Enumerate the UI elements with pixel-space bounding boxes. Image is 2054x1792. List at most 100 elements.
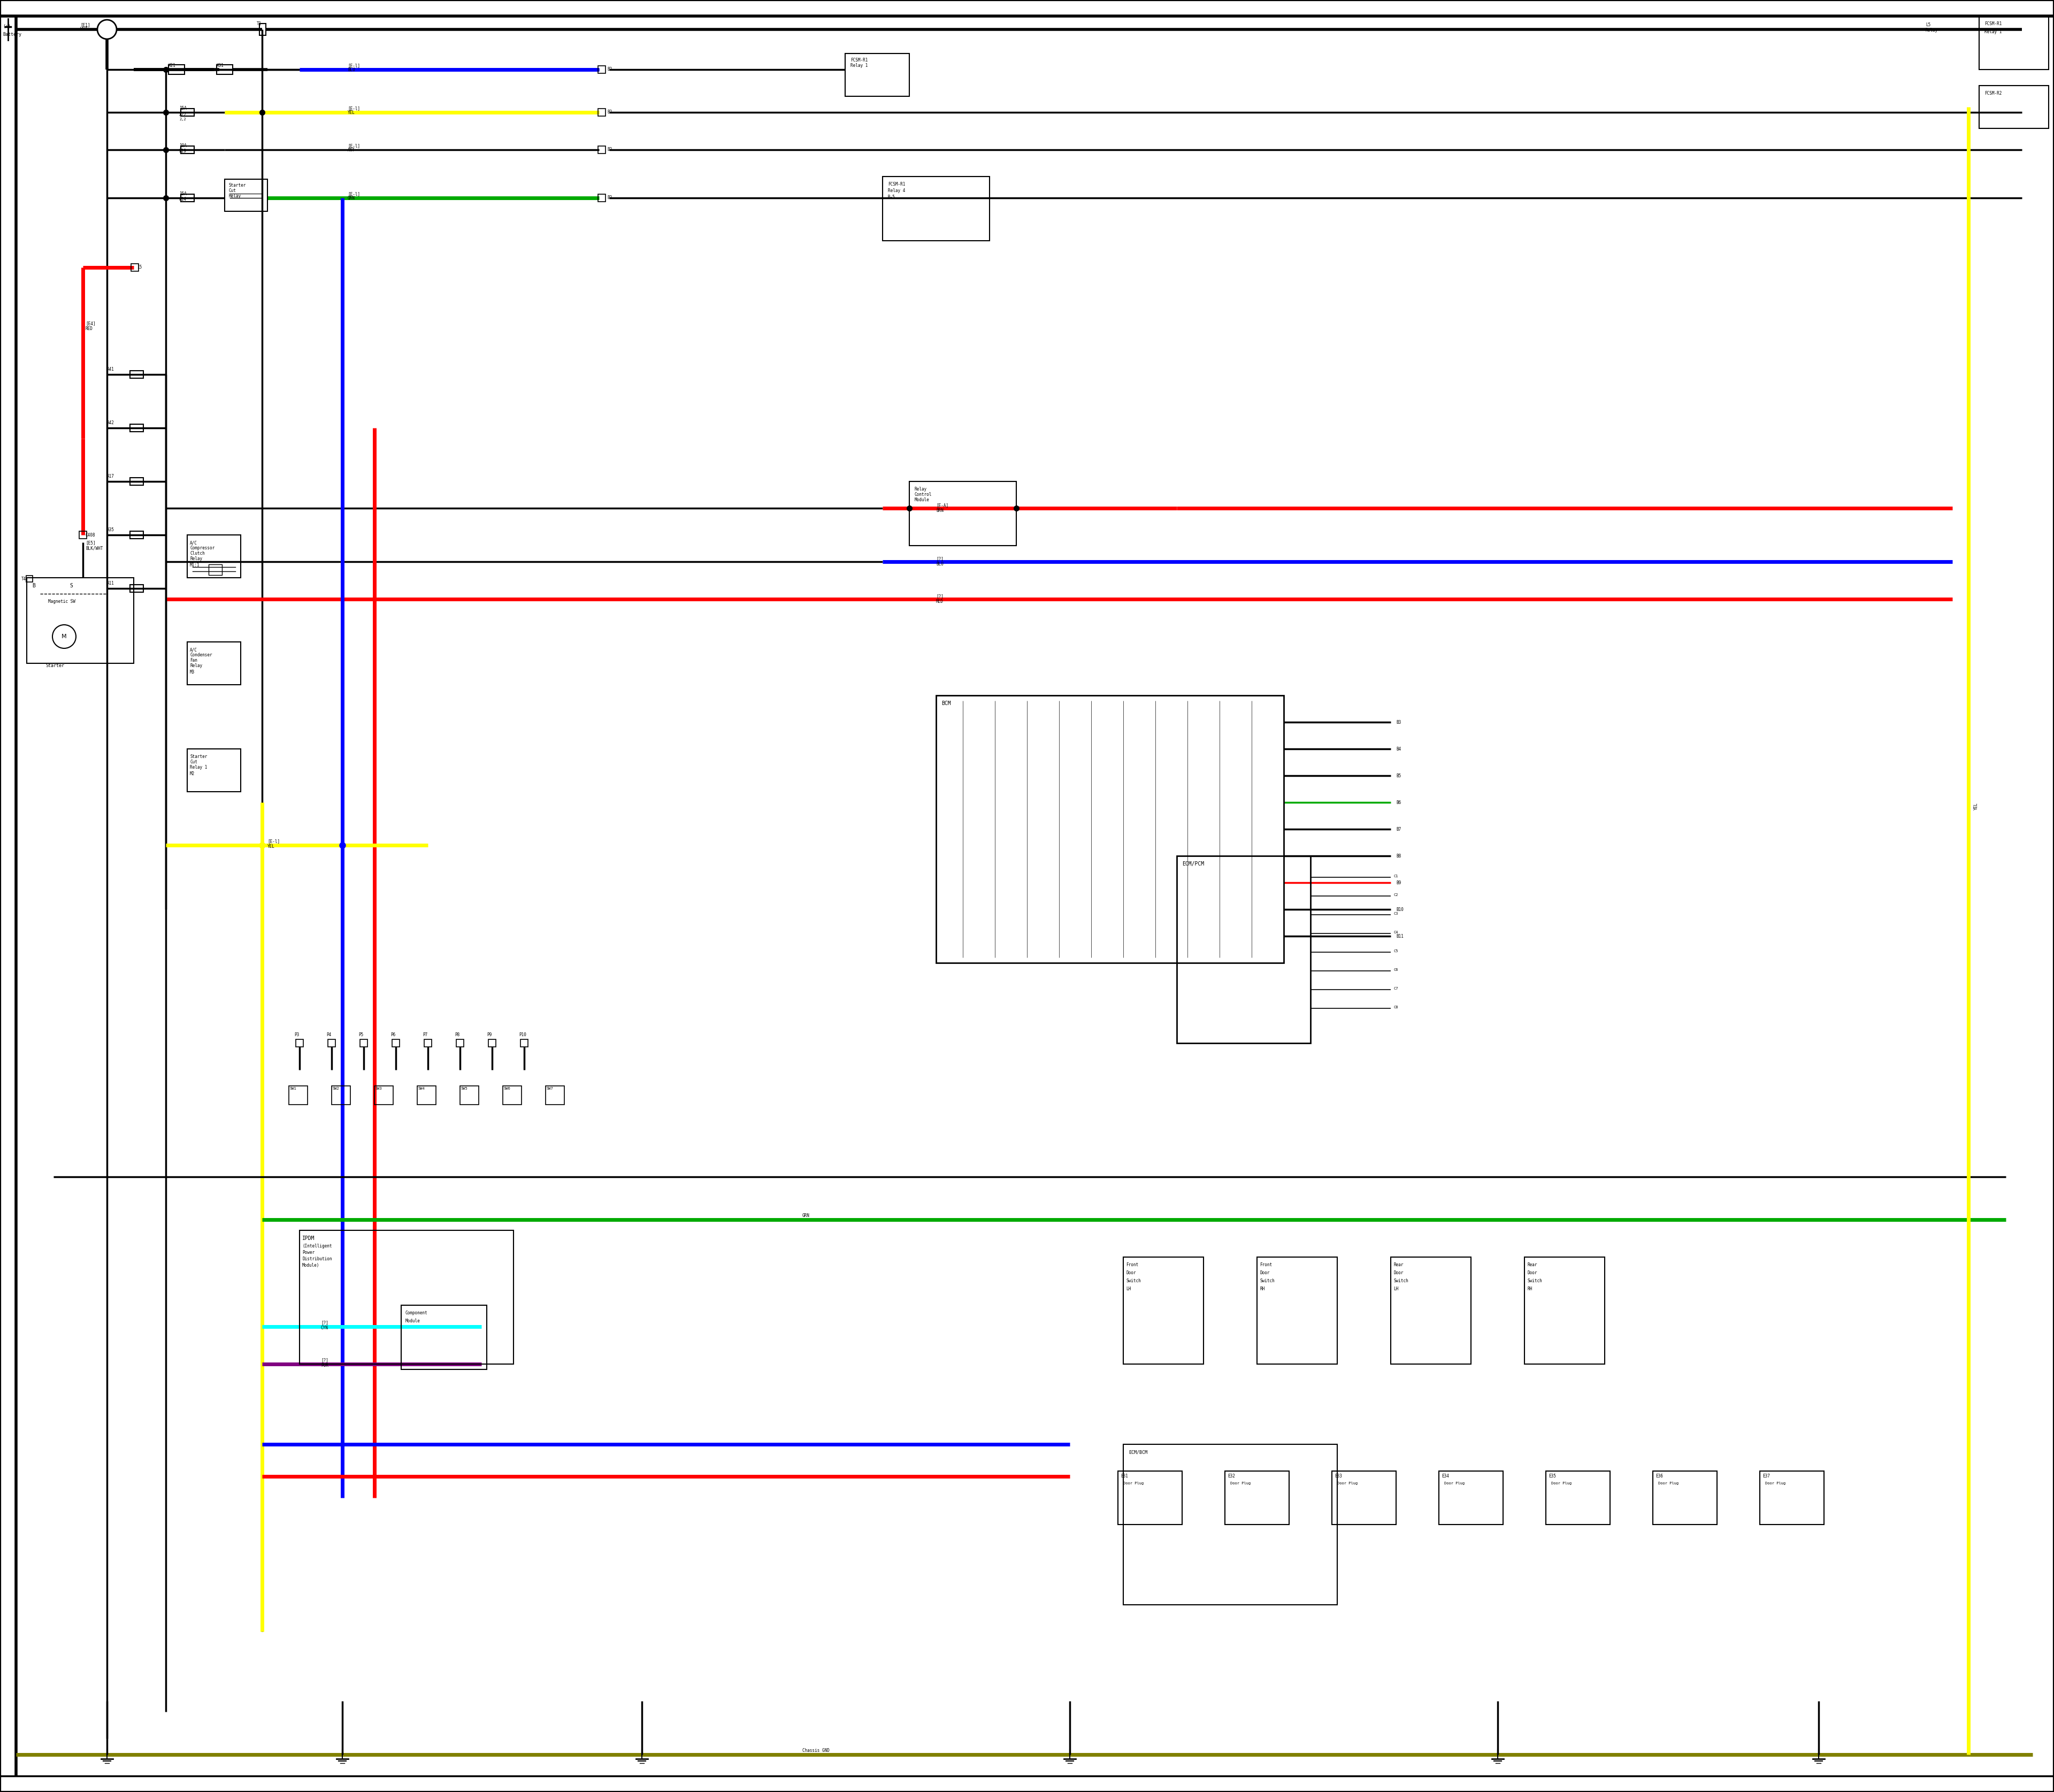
Bar <box>1653 1471 1717 1525</box>
Bar <box>1224 1471 1290 1525</box>
Bar <box>489 1039 495 1047</box>
Text: BLU: BLU <box>937 561 943 566</box>
Text: Door: Door <box>1126 1271 1136 1276</box>
Text: Relay 1: Relay 1 <box>189 765 207 771</box>
Text: C3: C3 <box>1393 912 1399 916</box>
Text: Relay: Relay <box>1927 29 1939 32</box>
Text: YEL: YEL <box>347 109 355 115</box>
Text: Door Plug: Door Plug <box>1764 1482 1785 1486</box>
Text: Rear: Rear <box>1526 1262 1536 1267</box>
Bar <box>598 109 606 116</box>
Text: Rear: Rear <box>1393 1262 1403 1267</box>
Bar <box>1760 1471 1824 1525</box>
Text: SW4: SW4 <box>419 1088 425 1090</box>
Text: Relay: Relay <box>228 194 240 199</box>
Bar <box>187 749 240 792</box>
Bar <box>374 1086 392 1104</box>
Text: Magnetic SW: Magnetic SW <box>47 599 76 604</box>
Bar <box>417 1086 435 1104</box>
Text: RED: RED <box>86 326 92 332</box>
Text: R-5: R-5 <box>887 195 896 199</box>
Text: Door Plug: Door Plug <box>1230 1482 1251 1486</box>
Text: [E-l]: [E-l] <box>267 839 279 844</box>
Text: E33: E33 <box>1335 1473 1341 1478</box>
Text: FCSM-R1: FCSM-R1 <box>887 181 906 186</box>
Text: B2: B2 <box>608 147 612 152</box>
Text: Module: Module <box>914 498 930 502</box>
Text: X31: X31 <box>216 63 224 68</box>
Text: RED: RED <box>937 599 943 604</box>
Text: Relay 1: Relay 1 <box>850 63 867 68</box>
Text: X21: X21 <box>168 63 177 68</box>
Text: M2: M2 <box>189 771 195 776</box>
Text: T4: T4 <box>21 577 27 581</box>
Text: Clutch: Clutch <box>189 550 205 556</box>
Bar <box>1257 1256 1337 1364</box>
Text: Door Plug: Door Plug <box>1337 1482 1358 1486</box>
Text: B3: B3 <box>1397 720 1401 724</box>
Text: Cut: Cut <box>189 760 197 765</box>
Bar <box>1391 1256 1471 1364</box>
Text: B11: B11 <box>1397 934 1403 939</box>
Bar <box>425 1039 431 1047</box>
Text: B4: B4 <box>1397 747 1401 751</box>
Circle shape <box>97 20 117 39</box>
Text: YEL: YEL <box>267 844 275 849</box>
Text: P5: P5 <box>357 1032 364 1038</box>
Text: 15: 15 <box>138 265 142 269</box>
Text: FCSM-R1: FCSM-R1 <box>850 57 867 63</box>
Text: A/C: A/C <box>189 539 197 545</box>
Bar <box>460 1086 479 1104</box>
Text: Control: Control <box>914 493 933 496</box>
Text: [E1]: [E1] <box>80 23 90 27</box>
Text: A14: A14 <box>179 197 187 202</box>
Text: Front: Front <box>1126 1262 1138 1267</box>
Text: C1: C1 <box>1393 874 1399 878</box>
Text: B9: B9 <box>1397 880 1401 885</box>
Text: P4: P4 <box>327 1032 331 1038</box>
Bar <box>1331 1471 1397 1525</box>
Bar <box>181 194 195 202</box>
Text: Switch: Switch <box>1526 1278 1543 1283</box>
Text: M3: M3 <box>189 670 195 674</box>
Text: B7: B7 <box>1397 826 1401 831</box>
Text: 10A: 10A <box>179 143 187 149</box>
Bar <box>520 1039 528 1047</box>
Text: Starter: Starter <box>189 754 207 760</box>
Bar <box>883 177 990 240</box>
Text: BLU: BLU <box>347 68 355 72</box>
Text: Component: Component <box>405 1310 427 1315</box>
Text: P6: P6 <box>390 1032 396 1038</box>
Bar <box>129 478 144 486</box>
Text: B2: B2 <box>608 195 612 201</box>
Text: ECM/BCM: ECM/BCM <box>1128 1450 1148 1455</box>
Bar <box>216 65 232 73</box>
Text: A/C: A/C <box>189 647 197 652</box>
Text: [?]: [?] <box>320 1358 329 1362</box>
Text: Cut: Cut <box>228 188 236 194</box>
Text: CYN: CYN <box>320 1326 329 1330</box>
Bar <box>456 1039 464 1047</box>
Text: Starter: Starter <box>45 663 64 668</box>
Bar <box>129 530 144 539</box>
Bar <box>331 1086 351 1104</box>
Bar <box>1980 86 2048 129</box>
Bar <box>187 642 240 685</box>
Text: [?]: [?] <box>320 1321 329 1324</box>
Text: Switch: Switch <box>1259 1278 1276 1283</box>
Text: [E4]: [E4] <box>86 321 94 326</box>
Text: Relay 1: Relay 1 <box>1984 29 2003 34</box>
Text: [?]: [?] <box>937 593 943 599</box>
Bar <box>290 1086 308 1104</box>
Text: IPDM: IPDM <box>302 1236 314 1242</box>
Bar <box>224 179 267 211</box>
Bar <box>1124 1444 1337 1606</box>
Text: Fan: Fan <box>189 658 197 663</box>
Text: B6: B6 <box>1397 801 1401 805</box>
Text: A11: A11 <box>107 581 115 586</box>
Text: C408: C408 <box>86 532 94 538</box>
Text: A17: A17 <box>107 473 115 478</box>
Text: RH: RH <box>1259 1287 1265 1292</box>
Bar <box>1440 1471 1504 1525</box>
Text: SW7: SW7 <box>546 1088 553 1090</box>
